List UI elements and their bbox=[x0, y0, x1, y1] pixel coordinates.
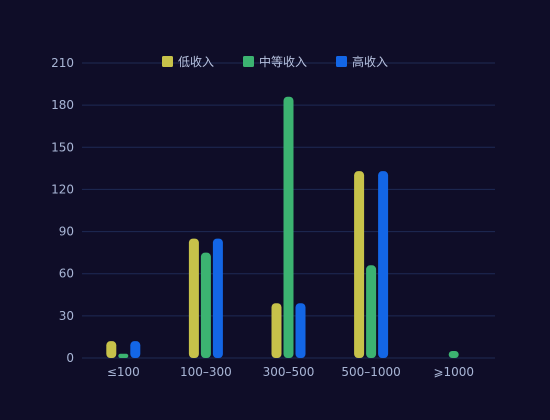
y-tick-label: 150 bbox=[51, 140, 74, 154]
legend-label: 低收入 bbox=[178, 55, 214, 69]
x-tick-label: ⩾1000 bbox=[433, 365, 474, 379]
x-tick-label: 300–500 bbox=[263, 365, 315, 379]
bar-2-4[interactable] bbox=[366, 265, 377, 358]
legend-item-3[interactable]: 高收入 bbox=[336, 54, 388, 69]
legend-item-1[interactable]: 低收入 bbox=[162, 55, 214, 69]
legend-swatch bbox=[336, 56, 347, 67]
y-tick-label: 210 bbox=[51, 56, 74, 70]
x-tick-label: 100–300 bbox=[180, 365, 232, 379]
legend-label: 高收入 bbox=[352, 54, 388, 69]
bar-layer bbox=[106, 96, 459, 358]
bar-1-2[interactable] bbox=[188, 238, 199, 358]
x-tick-label: 500–1000 bbox=[341, 365, 400, 379]
legend-label: 中等收入 bbox=[259, 54, 307, 69]
bar-1-4[interactable] bbox=[354, 171, 365, 358]
y-tick-label: 60 bbox=[59, 267, 74, 281]
legend[interactable]: 低收入 中等收入 高收入 bbox=[162, 54, 388, 69]
y-tick-label: 0 bbox=[66, 351, 74, 365]
y-tick-label: 90 bbox=[59, 225, 74, 239]
bar-3-3[interactable] bbox=[295, 303, 306, 358]
bar-2-5[interactable] bbox=[448, 350, 459, 358]
x-axis-ticks: ≤100 100–300 300–500 500–1000 ⩾1000 bbox=[107, 365, 474, 379]
x-tick-label: ≤100 bbox=[107, 365, 140, 379]
y-tick-label: 30 bbox=[59, 309, 74, 323]
bar-3-4[interactable] bbox=[378, 171, 389, 358]
bar-3-2[interactable] bbox=[212, 238, 223, 358]
bar-1-1[interactable] bbox=[106, 341, 117, 358]
y-axis-ticks: 0 30 60 90 120 150 180 210 bbox=[51, 56, 74, 365]
legend-swatch bbox=[162, 56, 173, 67]
legend-swatch bbox=[243, 56, 254, 67]
bar-1-3[interactable] bbox=[271, 303, 282, 358]
y-tick-label: 120 bbox=[51, 182, 74, 196]
bar-2-2[interactable] bbox=[200, 252, 211, 358]
y-tick-label: 180 bbox=[51, 98, 74, 112]
bar-2-1[interactable] bbox=[118, 353, 129, 358]
legend-item-2[interactable]: 中等收入 bbox=[243, 54, 307, 69]
bar-2-3[interactable] bbox=[283, 96, 294, 358]
bar-3-1[interactable] bbox=[130, 341, 141, 358]
